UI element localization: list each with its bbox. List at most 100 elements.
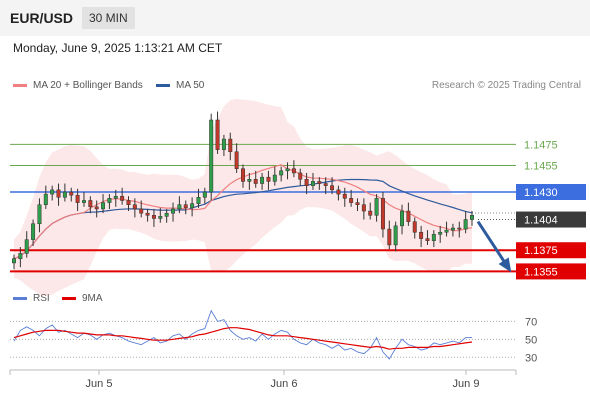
candle-body — [12, 258, 16, 264]
level-label-1.1355: 1.1355 — [524, 266, 558, 278]
copyright-label: Research © 2025 Trading Central — [431, 80, 581, 91]
rsi-series-RSI — [13, 309, 472, 360]
candle-body — [120, 195, 125, 201]
candle-body — [94, 206, 99, 210]
datetime-label: Monday, June 9, 2025 1:13:21 AM CET — [13, 41, 223, 55]
candle-body — [374, 198, 379, 216]
candle-body — [221, 138, 226, 150]
level-badge-1.1355 — [516, 263, 586, 280]
current-price-label: 1.1404 — [524, 215, 558, 227]
candle-body — [241, 168, 245, 182]
ma9-swatch — [62, 296, 76, 300]
candle-body — [31, 223, 36, 240]
candle-body — [406, 210, 411, 222]
candle-body — [132, 204, 137, 210]
level-badge-1.1375 — [516, 242, 586, 259]
x-tick-Jun-6: Jun 6 — [271, 378, 298, 390]
candle-body — [298, 172, 303, 180]
candle-body — [419, 231, 424, 239]
candle-body — [304, 179, 309, 186]
candle-body — [431, 234, 436, 241]
candle-body — [323, 183, 328, 186]
candle-body — [349, 198, 354, 203]
ma20-swatch — [13, 83, 27, 87]
candle-body — [50, 189, 55, 195]
x-tick-Jun-9: Jun 9 — [453, 378, 480, 390]
candle-body — [151, 215, 156, 219]
candle-body — [171, 208, 176, 214]
level-label-1.1430: 1.1430 — [524, 187, 558, 199]
candle-body — [470, 215, 474, 220]
candle-body — [450, 227, 455, 231]
candle-body — [228, 138, 233, 153]
candle-body — [62, 191, 67, 198]
candle-body — [24, 239, 29, 254]
candle-body — [285, 168, 290, 172]
rsi-legend-label: RSI — [33, 293, 50, 304]
candle-body — [145, 212, 150, 216]
ma50-swatch — [156, 83, 170, 87]
candle-body — [336, 189, 341, 195]
candle-body — [183, 204, 188, 209]
timeframe-badge[interactable]: 30 MIN — [82, 7, 135, 29]
candle-body — [361, 204, 366, 212]
candle-body — [18, 253, 23, 259]
candle-body — [234, 151, 239, 169]
rsi-tick-70: 70 — [525, 316, 537, 328]
projection-arrow-head — [498, 257, 512, 273]
candle-body — [380, 198, 385, 230]
candle-body — [317, 181, 322, 184]
candle-body — [158, 216, 163, 219]
rsi-tick-30: 30 — [525, 352, 537, 364]
candle-body — [88, 200, 93, 208]
ma50-legend: MA 50 — [156, 80, 204, 91]
level-label-1.1455: 1.1455 — [524, 161, 558, 173]
ma9-legend-label: 9MA — [82, 293, 103, 304]
header-bar: EUR/USD 30 MIN — [0, 0, 590, 36]
ma20-legend-label: MA 20 + Bollinger Bands — [33, 80, 143, 91]
candle-body — [69, 191, 74, 196]
candle-body — [355, 202, 360, 205]
candle-body — [247, 179, 252, 182]
rsi-swatch — [13, 296, 27, 300]
candle-body — [196, 197, 201, 204]
candle-body — [43, 193, 48, 205]
candle-body — [209, 119, 214, 193]
level-label-1.1375: 1.1375 — [524, 245, 558, 257]
candle-body — [260, 176, 265, 184]
candle-body — [126, 200, 131, 205]
candle-body — [368, 210, 373, 216]
candle-body — [113, 195, 118, 199]
candle-body — [37, 204, 42, 225]
rsi-tick-50: 50 — [525, 334, 537, 346]
candle-body — [387, 228, 392, 246]
candle-body — [444, 229, 449, 233]
candle-body — [266, 176, 271, 182]
candle-body — [425, 238, 430, 241]
candle-body — [107, 198, 112, 203]
candle-body — [75, 194, 80, 203]
bollinger-band — [14, 98, 472, 296]
current-price-badge — [516, 211, 586, 228]
candle-body — [330, 185, 335, 191]
ma9-legend: 9MA — [62, 293, 103, 304]
ma20-legend: MA 20 + Bollinger Bands — [13, 80, 143, 91]
candle-body — [463, 219, 468, 230]
symbol-label: EUR/USD — [10, 10, 74, 26]
candle-body — [215, 119, 220, 150]
candle-body — [393, 225, 398, 246]
x-tick-Jun-5: Jun 5 — [86, 378, 113, 390]
level-label-1.1475: 1.1475 — [524, 139, 558, 151]
rsi-series-9MA — [13, 327, 473, 350]
candle-body — [457, 227, 462, 230]
candle-body — [190, 203, 195, 209]
candle-body — [291, 168, 296, 174]
candle-body — [400, 210, 405, 227]
rsi-legend: RSI — [13, 293, 50, 304]
projection-arrow-line — [476, 220, 510, 269]
candle-body — [438, 231, 443, 235]
candle-body — [342, 193, 347, 199]
candle-body — [139, 208, 144, 214]
candle-body — [310, 181, 315, 186]
